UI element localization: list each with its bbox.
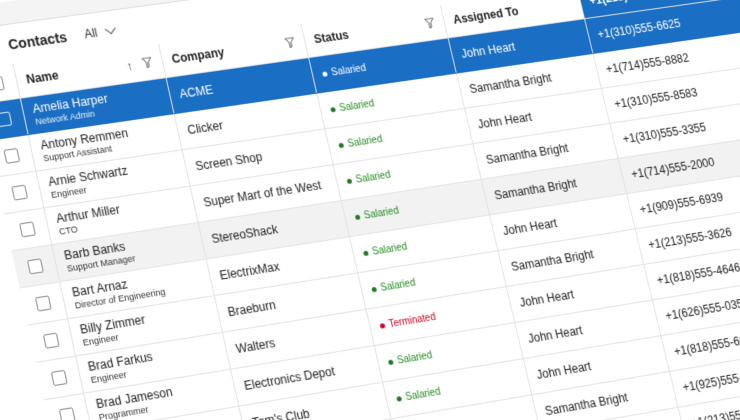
status-value: Salaried: [362, 205, 400, 222]
status-badge: Salaried: [329, 87, 452, 115]
assigned-value: Samantha Bright: [509, 247, 596, 274]
status-value: Salaried: [346, 133, 384, 150]
row-checkbox[interactable]: [11, 185, 28, 202]
assigned-value: John Heart: [535, 359, 593, 383]
column-header-name-label: Name: [24, 68, 60, 87]
status-value: Salaried: [354, 169, 392, 186]
status-badge: Salaried: [345, 158, 468, 187]
phone-value: +1(818)555-4646: [655, 260, 740, 288]
status-value: Salaried: [371, 241, 409, 258]
phone-value: +1(909)555-6939: [638, 190, 725, 217]
company-value: Braeburn: [226, 297, 278, 320]
view-filter-dropdown[interactable]: All: [82, 23, 116, 42]
chevron-down-icon: [104, 23, 116, 35]
filter-icon[interactable]: [284, 37, 296, 49]
status-badge: Salaried: [370, 265, 493, 295]
phone-value: +1(310)555-3355: [621, 120, 708, 147]
row-checkbox[interactable]: [0, 111, 13, 128]
phone-value: +1(310)555-8583: [612, 85, 699, 112]
column-header-company-label: Company: [170, 45, 226, 67]
status-badge: Salaried: [354, 193, 477, 222]
assigned-value: Samantha Bright: [543, 390, 630, 419]
view-filter-value: All: [82, 25, 99, 42]
status-badge: Salaried: [362, 229, 485, 259]
assigned-value: John Heart: [526, 323, 584, 346]
phone-value: +1(714)555-8882: [604, 51, 691, 77]
filter-icon[interactable]: [424, 18, 436, 30]
row-checkbox[interactable]: [3, 148, 21, 165]
status-value: Terminated: [387, 311, 437, 330]
phone-value: +1(213)555-1385: [689, 402, 740, 420]
status-dot-icon: [345, 178, 352, 184]
status-dot-icon: [395, 395, 402, 402]
status-dot-icon: [321, 70, 328, 77]
assigned-value: Samantha Bright: [468, 70, 553, 97]
phone-value: +1(626)555-0358: [663, 295, 740, 324]
assigned-value: John Heart: [518, 287, 576, 310]
row-checkbox[interactable]: [50, 370, 68, 387]
company-value: Screen Shop: [194, 149, 264, 174]
status-dot-icon: [387, 359, 394, 365]
phone-value: +1(925)555-2525: [681, 366, 740, 395]
status-dot-icon: [329, 106, 336, 113]
row-checkbox[interactable]: [58, 407, 76, 420]
status-value: Salaried: [338, 98, 376, 114]
sort-ascending-icon[interactable]: ↑: [124, 57, 135, 74]
company-value: StereoShack: [210, 222, 280, 247]
row-checkbox[interactable]: [18, 221, 36, 238]
phone-value: +1(213)555-3626: [646, 225, 734, 252]
phone-value: +1(818)555-6655: [672, 331, 740, 359]
phone-value: +1(310)555-6625: [596, 16, 682, 42]
status-value: Salaried: [404, 386, 442, 403]
company-value: Clicker: [186, 118, 225, 138]
company-value: Electronics Depot: [242, 364, 337, 394]
company-value: Tom's Club: [250, 406, 311, 420]
status-dot-icon: [337, 142, 344, 148]
status-value: Salaried: [330, 62, 367, 78]
company-value: ACME: [178, 82, 215, 102]
company-value: ElectrixMax: [218, 259, 281, 283]
status-dot-icon: [378, 322, 385, 329]
column-header-status-label: Status: [312, 27, 351, 47]
company-value: Walters: [234, 335, 277, 357]
phone-value: +1(714)555-2000: [629, 155, 716, 182]
row-checkbox[interactable]: [26, 258, 44, 275]
select-all-checkbox[interactable]: [0, 76, 5, 93]
filter-icon[interactable]: [141, 57, 153, 69]
status-dot-icon: [354, 214, 361, 220]
status-badge: Salaried: [321, 52, 443, 80]
assigned-value: Samantha Bright: [484, 141, 570, 167]
status-value: Salaried: [379, 277, 417, 294]
assigned-value: John Heart: [459, 39, 517, 61]
assigned-value: John Heart: [476, 110, 534, 132]
row-checkbox[interactable]: [34, 295, 52, 313]
company-value: Super Mart of the West: [202, 178, 323, 210]
status-badge: Salaried: [337, 122, 460, 150]
row-checkbox[interactable]: [42, 332, 60, 350]
assigned-value: John Heart: [501, 216, 559, 239]
assigned-value: Samantha Bright: [493, 176, 579, 203]
grid-title: Contacts: [6, 28, 69, 53]
status-dot-icon: [362, 250, 369, 256]
status-dot-icon: [370, 286, 377, 292]
phone-value: +1(213)555-4276: [588, 0, 674, 8]
column-header-assigned-label: Assigned To: [451, 4, 520, 27]
status-value: Salaried: [396, 349, 434, 367]
